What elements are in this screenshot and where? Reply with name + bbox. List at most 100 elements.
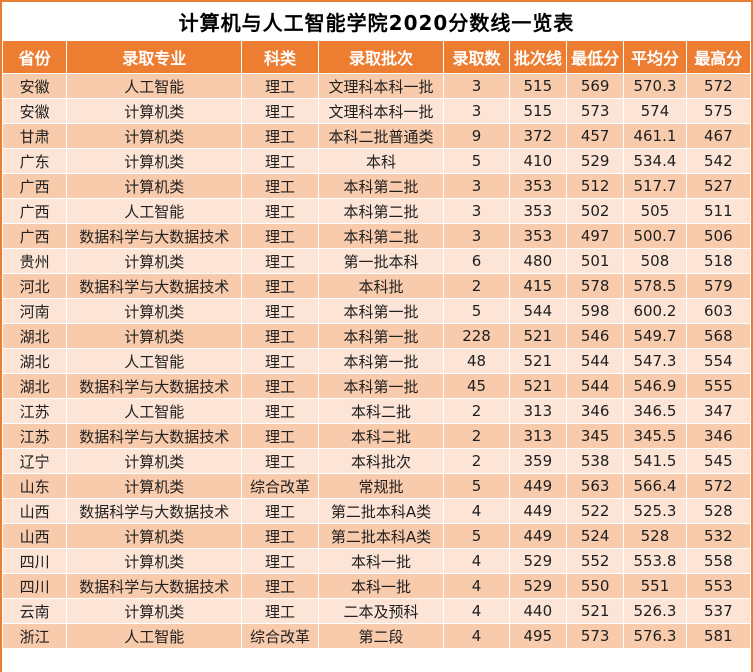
table-cell: 人工智能 <box>66 73 243 99</box>
table-cell: 558 <box>685 548 751 574</box>
table-row: 湖北 计算机类 理工 本科第一批 228 521 546 549.7 568 <box>2 323 751 349</box>
column-header-5: 批次线 <box>508 40 567 74</box>
table-cell: 566.4 <box>623 473 687 499</box>
table-cell: 506 <box>685 223 751 249</box>
table-cell: 计算机类 <box>66 248 243 274</box>
table-cell: 518 <box>685 248 751 274</box>
table-cell: 546.9 <box>623 373 687 399</box>
table-cell: 515 <box>508 98 567 124</box>
table-cell: 计算机类 <box>66 98 243 124</box>
table-row: 贵州 计算机类 理工 第一批本科 6 480 501 508 518 <box>2 248 751 274</box>
table-cell: 545 <box>685 448 751 474</box>
table-row: 广西 数据科学与大数据技术 理工 本科第二批 3 353 497 500.7 506 <box>2 223 751 249</box>
table-cell: 理工 <box>241 373 319 399</box>
table-cell: 2 <box>443 273 510 299</box>
table-cell: 345.5 <box>623 423 687 449</box>
table-cell: 计算机类 <box>66 173 243 199</box>
table-cell: 440 <box>508 598 567 624</box>
table-cell: 本科第二批 <box>317 198 445 224</box>
table-cell: 502 <box>565 198 625 224</box>
table-cell: 广西 <box>2 173 68 199</box>
table-cell: 第一批本科 <box>317 248 445 274</box>
table-cell: 581 <box>685 623 751 649</box>
table-cell: 449 <box>508 523 567 549</box>
table-cell: 578 <box>565 273 625 299</box>
table-cell: 572 <box>685 473 751 499</box>
table-cell: 理工 <box>241 298 319 324</box>
table-cell: 湖北 <box>2 323 68 349</box>
table-cell: 计算机类 <box>66 148 243 174</box>
table-cell: 457 <box>565 123 625 149</box>
table-cell: 安徽 <box>2 73 68 99</box>
table-cell: 本科第二批 <box>317 223 445 249</box>
table-cell: 544 <box>565 348 625 374</box>
table-cell: 554 <box>685 348 751 374</box>
table-cell: 数据科学与大数据技术 <box>66 223 243 249</box>
table-cell: 372 <box>508 123 567 149</box>
table-cell: 湖北 <box>2 348 68 374</box>
table-cell: 人工智能 <box>66 198 243 224</box>
table-row: 山东 计算机类 综合改革 常规批 5 449 563 566.4 572 <box>2 473 751 499</box>
table-cell: 461.1 <box>623 123 687 149</box>
table-cell: 521 <box>508 373 567 399</box>
table-cell: 本科批次 <box>317 448 445 474</box>
table-cell: 598 <box>565 298 625 324</box>
page-title: 计算机与人工智能学院2020分数线一览表 <box>2 2 751 40</box>
table-cell: 理工 <box>241 148 319 174</box>
table-cell: 理工 <box>241 323 319 349</box>
table-cell: 45 <box>443 373 510 399</box>
table-cell: 5 <box>443 148 510 174</box>
table-cell: 527 <box>685 173 751 199</box>
table-cell: 数据科学与大数据技术 <box>66 573 243 599</box>
table-cell: 江苏 <box>2 423 68 449</box>
table-cell: 569 <box>565 73 625 99</box>
table-cell: 573 <box>565 98 625 124</box>
table-row: 山西 数据科学与大数据技术 理工 第二批本科A类 4 449 522 525.3 528 <box>2 498 751 524</box>
table-cell: 计算机类 <box>66 298 243 324</box>
table-row: 云南 计算机类 理工 二本及预科 4 440 521 526.3 537 <box>2 598 751 624</box>
table-cell: 544 <box>508 298 567 324</box>
table-cell: 甘肃 <box>2 123 68 149</box>
table-cell: 计算机类 <box>66 323 243 349</box>
table-cell: 3 <box>443 98 510 124</box>
table-cell: 本科第一批 <box>317 348 445 374</box>
table-cell: 数据科学与大数据技术 <box>66 373 243 399</box>
table-cell: 广东 <box>2 148 68 174</box>
table-cell: 515 <box>508 73 567 99</box>
table-cell: 计算机类 <box>66 548 243 574</box>
table-cell: 525.3 <box>623 498 687 524</box>
table-cell: 345 <box>565 423 625 449</box>
table-cell: 528 <box>685 498 751 524</box>
table-cell: 550 <box>565 573 625 599</box>
table-cell: 本科二批 <box>317 398 445 424</box>
table-cell: 计算机类 <box>66 448 243 474</box>
table-row: 安徽 计算机类 理工 文理科本科一批 3 515 573 574 575 <box>2 98 751 124</box>
table-cell: 理工 <box>241 273 319 299</box>
table-cell: 本科一批 <box>317 548 445 574</box>
table-cell: 4 <box>443 548 510 574</box>
column-header-0: 省份 <box>2 40 68 74</box>
table-cell: 数据科学与大数据技术 <box>66 273 243 299</box>
table-cell: 9 <box>443 123 510 149</box>
table-cell: 4 <box>443 598 510 624</box>
table-cell: 本科第一批 <box>317 298 445 324</box>
table-cell: 河南 <box>2 298 68 324</box>
table-cell: 529 <box>508 548 567 574</box>
table-cell: 理工 <box>241 598 319 624</box>
table-cell: 理工 <box>241 123 319 149</box>
table-cell: 4 <box>443 623 510 649</box>
table-row: 四川 数据科学与大数据技术 理工 本科一批 4 529 550 551 553 <box>2 573 751 599</box>
table-cell: 云南 <box>2 598 68 624</box>
table-cell: 河北 <box>2 273 68 299</box>
table-cell: 511 <box>685 198 751 224</box>
table-cell: 理工 <box>241 173 319 199</box>
table-cell: 313 <box>508 423 567 449</box>
table-cell: 数据科学与大数据技术 <box>66 423 243 449</box>
table-cell: 538 <box>565 448 625 474</box>
table-cell: 570.3 <box>623 73 687 99</box>
column-header-1: 录取专业 <box>66 40 243 74</box>
table-cell: 第二段 <box>317 623 445 649</box>
table-cell: 532 <box>685 523 751 549</box>
column-header-2: 科类 <box>241 40 319 74</box>
table-cell: 528 <box>623 523 687 549</box>
